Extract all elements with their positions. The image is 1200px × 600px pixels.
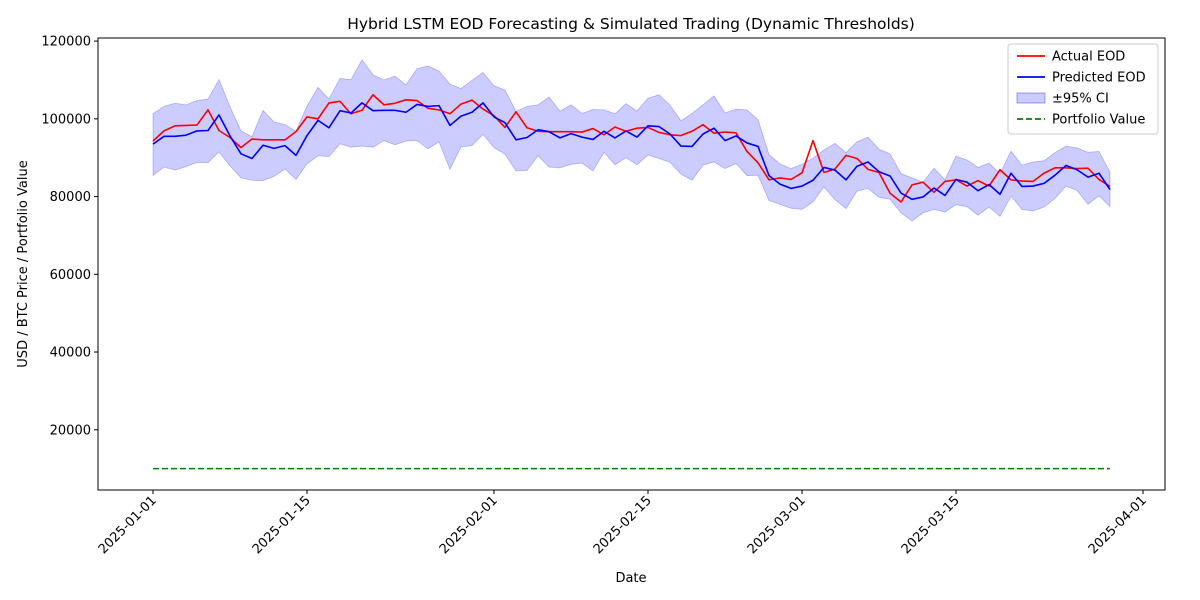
legend-label-95-ci: ±95% CI: [1052, 92, 1109, 107]
series-line-predicted-eod: [152, 102, 1111, 201]
legend-label-actual-eod: Actual EOD: [1052, 50, 1125, 65]
legend: Actual EOD Predicted EOD ±95% CI Portfolio …: [1007, 43, 1159, 135]
y-tick-label: 40000: [50, 346, 91, 361]
legend-label-predicted-eod: Predicted EOD: [1052, 71, 1146, 86]
y-tick-label: 80000: [50, 190, 91, 205]
y-tick-label: 120000: [41, 35, 91, 50]
chart-title: Hybrid LSTM EOD Forecasting & Simulated …: [347, 15, 915, 33]
legend-box: [1007, 43, 1159, 135]
legend-swatch-95-ci: [1016, 92, 1046, 104]
series-line-actual-eod: [152, 93, 1111, 203]
plot-area: [152, 59, 1111, 470]
y-tick-label: 60000: [50, 268, 91, 283]
x-axis-label: Date: [615, 571, 646, 586]
legend-label-portfolio-value: Portfolio Value: [1052, 113, 1145, 128]
plot-frame: [97, 37, 1166, 491]
y-axis-label: USD / BTC Price / Portfolio Value: [16, 160, 31, 367]
ci-band: [152, 59, 1111, 222]
y-tick-label: 20000: [50, 423, 91, 438]
y-tick-label: 100000: [41, 112, 91, 127]
